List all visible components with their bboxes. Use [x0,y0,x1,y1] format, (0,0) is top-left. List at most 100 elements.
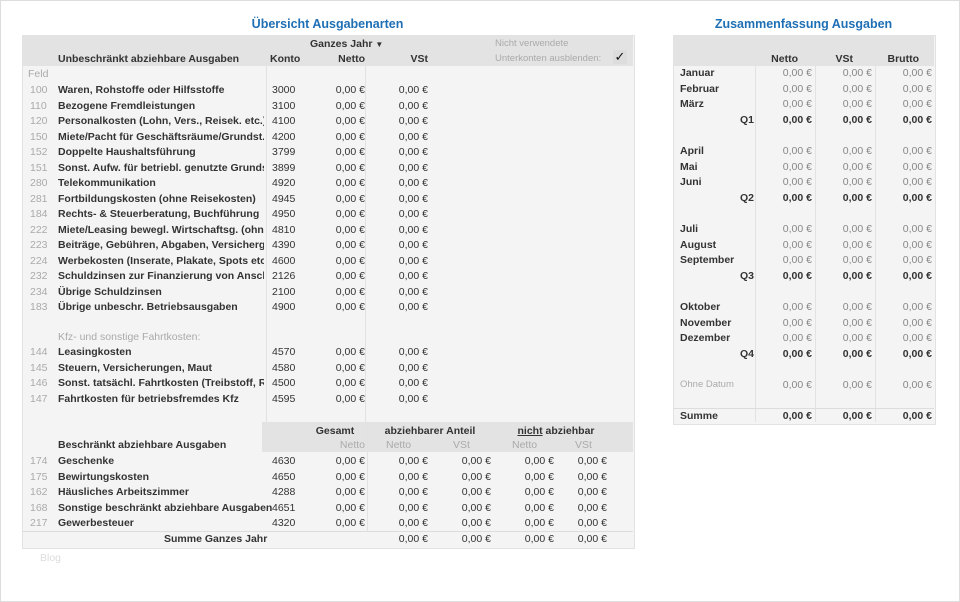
konto-number[interactable]: 4288 [272,486,296,498]
summary-value: 0,00 € [902,332,932,345]
konto-number[interactable]: 4570 [272,346,296,358]
summary-row-label: Q1 [740,113,755,126]
feld-number: 147 [30,392,48,405]
konto-number[interactable]: 2126 [272,270,296,282]
netto-value: 0,00 € [335,192,365,205]
summary-value: 0,00 € [902,223,932,235]
konto-number[interactable]: 2100 [272,285,296,298]
summary-value: 0,00 € [782,98,812,111]
dropdown-arrow-icon: ▼ [375,40,384,49]
col-gesamt: Gesamt [315,425,355,437]
feld-number: 168 [30,501,48,514]
vst-value: 0,00 € [398,161,428,174]
summary-value: 0,00 € [842,316,872,329]
sum-value: 0,00 € [577,533,607,545]
summary-row-label: Mai [680,160,698,173]
summary-col-brutto: Brutto [887,53,920,65]
konto-number[interactable]: 4650 [272,470,296,483]
vst-value: 0,00 € [398,146,428,158]
konto-number[interactable]: 3100 [272,99,296,112]
amount-value: 0,00 € [524,470,554,483]
konto-number[interactable]: 4600 [272,254,296,267]
konto-number[interactable]: 3799 [272,146,296,158]
vst-value: 0,00 € [398,130,428,143]
abziehbar-text: abziehbar [542,425,595,437]
hide-label-1: Nicht verwendete [495,38,569,49]
summary-value: 0,00 € [782,316,812,329]
summary-title: Zusammenfassung Ausgaben [714,17,893,31]
konto-number[interactable]: 4500 [272,377,296,389]
feld-number: 144 [30,346,48,358]
period-select-value: Ganzes Jahr [310,38,373,50]
summary-value: 0,00 € [782,191,812,204]
amount-value: 0,00 € [461,470,491,483]
section1-title: Unbeschränkt abziehbare Ausgaben [58,53,240,65]
feld-number: 110 [30,99,47,112]
summary-value: 0,00 € [902,269,932,282]
sub-netto-3: Netto [512,439,538,451]
amount-value: 0,00 € [524,517,554,529]
netto-value: 0,00 € [335,177,365,189]
vst-value: 0,00 € [398,301,428,313]
sum-value: 0,00 € [461,533,491,545]
feld-number: 162 [30,486,48,498]
konto-number[interactable]: 3899 [272,161,296,174]
summary-row-label: Januar [680,67,715,79]
feld-number: 175 [30,470,48,483]
amount-value: 0,00 € [461,501,491,514]
hide-unused-checkbox[interactable]: ✓ [613,49,627,64]
summary-value: 0,00 € [782,410,812,423]
summary-value: 0,00 € [902,67,932,79]
konto-number[interactable]: 3000 [272,84,296,96]
summary-value: 0,00 € [782,223,812,235]
amount-value: 0,00 € [524,501,554,514]
summary-value: 0,00 € [902,98,932,111]
section2-title: Beschränkt abziehbare Ausgaben [58,439,227,451]
amount-value: 0,00 € [524,455,554,467]
konto-number[interactable]: 4651 [272,501,296,514]
netto-value: 0,00 € [335,285,365,298]
summary-value: 0,00 € [842,98,872,111]
konto-number[interactable]: 4810 [272,223,296,236]
col-netto: Netto [338,53,365,65]
konto-number[interactable]: 4320 [272,517,296,529]
sub-netto-1: Netto [339,439,365,451]
konto-number[interactable]: 4580 [272,361,296,374]
konto-number[interactable]: 4945 [272,192,296,205]
konto-number[interactable]: 4900 [272,301,296,313]
konto-number[interactable]: 4920 [272,177,296,189]
expense-label: Werbekosten (Inserate, Plakate, Spots et… [58,254,264,267]
vst-value: 0,00 € [398,392,428,405]
netto-value: 0,00 € [335,99,365,112]
expense-label: Bewirtungskosten [58,470,150,483]
summary-value: 0,00 € [842,254,872,267]
netto-value: 0,00 € [335,270,365,282]
konto-number[interactable]: 4950 [272,208,296,220]
amount-value: 0,00 € [524,486,554,498]
summary-value: 0,00 € [902,160,932,173]
summary-row-label: Summe [680,410,718,423]
netto-value: 0,00 € [335,130,365,143]
konto-number[interactable]: 4100 [272,115,296,127]
konto-number[interactable]: 4630 [272,455,296,467]
netto-value: 0,00 € [335,361,365,374]
feld-number: 280 [30,177,48,189]
expense-label: Sonstige beschränkt abziehbare Ausgaben [58,501,273,514]
sub-vst-2: VSt [453,439,470,451]
summary-row-label: September [680,254,735,267]
expense-label: Fahrtkosten für betriebsfremdes Kfz [58,392,239,405]
summary-row-label: Ohne Datum [680,379,734,390]
vst-value: 0,00 € [398,115,428,127]
konto-number[interactable]: 4200 [272,130,296,143]
feld-label: Feld [28,68,49,80]
summary-row-label: Dezember [680,332,731,345]
expense-label: Gewerbesteuer [58,517,134,529]
netto-value: 0,00 € [335,146,365,158]
summary-value: 0,00 € [842,410,872,423]
period-select[interactable]: Ganzes Jahr ▼ [310,37,383,52]
konto-number[interactable]: 4390 [272,239,296,251]
konto-number[interactable]: 4595 [272,392,296,405]
summary-value: 0,00 € [842,145,872,157]
vst-value: 0,00 € [398,285,428,298]
summary-value: 0,00 € [842,191,872,204]
